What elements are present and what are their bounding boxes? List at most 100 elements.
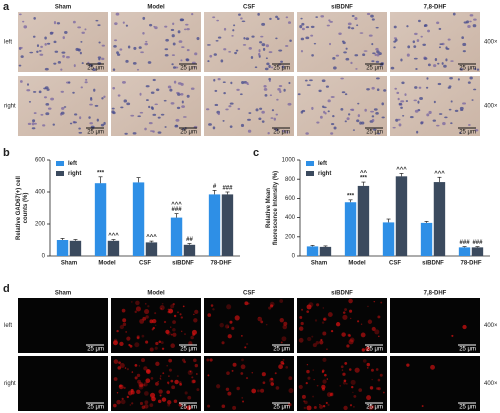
error-bar	[149, 240, 154, 243]
cell	[240, 17, 243, 20]
cell	[414, 32, 418, 36]
signal	[258, 316, 260, 319]
cell	[43, 96, 48, 99]
y-tick-label: 0	[42, 254, 46, 260]
cell	[288, 81, 291, 85]
cell	[374, 53, 377, 57]
signal	[192, 379, 196, 384]
cell	[145, 85, 150, 88]
cell	[417, 100, 420, 104]
signal	[357, 320, 360, 323]
cell	[214, 89, 218, 92]
signal	[136, 336, 140, 340]
image: 25 μm	[204, 76, 294, 136]
cell	[45, 112, 50, 116]
cell	[142, 31, 145, 35]
cell	[434, 58, 438, 62]
cell	[438, 113, 443, 115]
signal	[367, 319, 373, 324]
signal	[149, 347, 154, 352]
cell	[229, 102, 234, 105]
cell	[180, 18, 185, 22]
signal	[134, 310, 137, 314]
signal	[152, 318, 157, 324]
signal	[371, 378, 373, 381]
signal	[360, 323, 363, 325]
column-header: 7,8-DHF	[424, 291, 447, 297]
cell	[329, 42, 332, 46]
cell	[452, 12, 456, 16]
cell	[265, 44, 270, 48]
signal	[342, 311, 346, 314]
cell	[335, 54, 340, 57]
signal	[144, 404, 149, 409]
error-bar	[437, 176, 442, 183]
cell	[139, 111, 144, 114]
signal	[160, 308, 162, 310]
error-bar	[73, 239, 78, 241]
cell	[449, 77, 453, 80]
signal	[124, 367, 127, 369]
cell	[89, 103, 93, 106]
image: 25 μm	[390, 356, 480, 411]
signal	[232, 362, 237, 367]
signal	[348, 298, 353, 304]
cell	[269, 17, 272, 21]
cell	[368, 34, 373, 37]
cell	[319, 115, 323, 119]
image: 25 μm	[297, 298, 387, 353]
cell	[370, 14, 374, 18]
signal	[159, 394, 162, 397]
cell	[228, 105, 232, 108]
cell	[248, 112, 252, 114]
legend-swatch	[306, 161, 314, 166]
signal	[280, 341, 283, 344]
signal	[278, 364, 283, 370]
cell	[165, 38, 169, 42]
signal	[287, 402, 292, 407]
signal	[321, 321, 325, 324]
cell	[18, 64, 22, 67]
signal	[216, 384, 221, 389]
cell	[152, 78, 156, 82]
cell	[406, 53, 410, 57]
cell	[394, 87, 398, 90]
cell	[112, 68, 116, 71]
signal	[195, 373, 198, 375]
cell	[347, 26, 351, 29]
cell	[437, 82, 442, 86]
signal	[117, 366, 122, 370]
signal	[366, 362, 371, 367]
cell	[305, 26, 310, 29]
signal	[236, 386, 240, 391]
cell	[81, 31, 85, 34]
cell	[116, 53, 121, 56]
cell	[236, 88, 240, 91]
cell	[375, 60, 380, 63]
signal	[131, 402, 134, 405]
signal	[344, 362, 348, 365]
error-bar	[348, 199, 353, 203]
cell	[459, 106, 464, 111]
cell	[320, 15, 325, 18]
cell	[100, 123, 105, 127]
cell	[433, 64, 437, 68]
signal	[380, 301, 383, 304]
cell	[93, 88, 96, 92]
cell	[73, 64, 76, 68]
signal	[406, 363, 410, 367]
signal	[167, 403, 171, 407]
signal	[147, 305, 150, 308]
signal	[244, 301, 249, 306]
signal	[301, 308, 304, 311]
cell	[350, 61, 353, 65]
signal	[167, 383, 170, 385]
cell	[372, 128, 377, 131]
signal	[349, 404, 353, 407]
cell	[329, 20, 333, 23]
cell	[95, 19, 99, 22]
scale-label: 25 μm	[87, 66, 104, 72]
signal	[157, 399, 162, 404]
x-tick-label: siBDNF	[422, 261, 444, 267]
signal	[157, 380, 159, 383]
